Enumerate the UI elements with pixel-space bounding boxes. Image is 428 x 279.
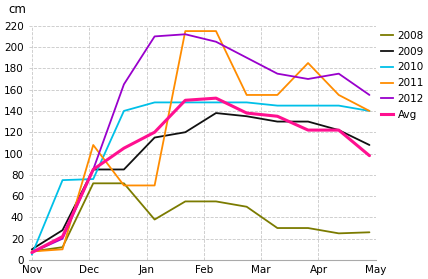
2012 bbox=[214, 40, 219, 44]
2008 bbox=[122, 182, 127, 185]
2008 bbox=[152, 218, 157, 221]
2012 bbox=[183, 33, 188, 36]
2010 bbox=[306, 104, 311, 107]
Text: cm: cm bbox=[8, 3, 26, 16]
Line: Avg: Avg bbox=[32, 98, 369, 252]
2011 bbox=[91, 143, 96, 147]
2008 bbox=[29, 250, 34, 253]
Avg bbox=[214, 97, 219, 100]
2008 bbox=[244, 205, 249, 208]
2008 bbox=[367, 231, 372, 234]
2008 bbox=[275, 226, 280, 230]
2008 bbox=[336, 232, 341, 235]
2011 bbox=[244, 93, 249, 97]
2010 bbox=[91, 177, 96, 181]
2011 bbox=[214, 29, 219, 33]
2012 bbox=[306, 77, 311, 81]
2008 bbox=[60, 246, 65, 249]
Avg bbox=[275, 115, 280, 118]
2010 bbox=[152, 101, 157, 104]
2008 bbox=[306, 226, 311, 230]
Avg bbox=[60, 235, 65, 238]
Line: 2012: 2012 bbox=[32, 34, 369, 252]
2009 bbox=[367, 143, 372, 147]
2011 bbox=[275, 93, 280, 97]
Avg bbox=[367, 154, 372, 157]
2009 bbox=[60, 229, 65, 232]
2012 bbox=[336, 72, 341, 75]
Line: 2009: 2009 bbox=[32, 113, 369, 249]
2011 bbox=[122, 184, 127, 187]
2009 bbox=[275, 120, 280, 123]
2009 bbox=[336, 128, 341, 132]
Avg bbox=[336, 128, 341, 132]
2011 bbox=[367, 109, 372, 113]
2009 bbox=[244, 115, 249, 118]
Avg bbox=[152, 131, 157, 134]
2009 bbox=[306, 120, 311, 123]
Avg bbox=[122, 146, 127, 150]
2010 bbox=[367, 109, 372, 113]
Avg bbox=[244, 111, 249, 115]
2008 bbox=[183, 200, 188, 203]
2011 bbox=[306, 61, 311, 65]
Line: 2008: 2008 bbox=[32, 183, 369, 251]
2010 bbox=[183, 101, 188, 104]
2009 bbox=[29, 248, 34, 251]
Avg bbox=[183, 98, 188, 102]
2010 bbox=[275, 104, 280, 107]
2008 bbox=[214, 200, 219, 203]
Avg bbox=[91, 168, 96, 171]
2009 bbox=[214, 111, 219, 115]
Line: 2010: 2010 bbox=[32, 102, 369, 255]
2012 bbox=[29, 251, 34, 254]
2012 bbox=[152, 35, 157, 38]
2011 bbox=[183, 29, 188, 33]
2012 bbox=[275, 72, 280, 75]
2012 bbox=[122, 83, 127, 86]
Line: 2011: 2011 bbox=[32, 31, 369, 251]
2010 bbox=[29, 253, 34, 256]
2009 bbox=[122, 168, 127, 171]
2008 bbox=[91, 182, 96, 185]
2011 bbox=[336, 93, 341, 97]
2011 bbox=[152, 184, 157, 187]
2009 bbox=[152, 136, 157, 139]
2010 bbox=[122, 109, 127, 113]
Avg bbox=[306, 128, 311, 132]
2011 bbox=[60, 248, 65, 251]
2010 bbox=[336, 104, 341, 107]
2012 bbox=[367, 93, 372, 97]
2010 bbox=[214, 101, 219, 104]
Avg bbox=[29, 251, 34, 254]
2010 bbox=[244, 101, 249, 104]
Legend: 2008, 2009, 2010, 2011, 2012, Avg: 2008, 2009, 2010, 2011, 2012, Avg bbox=[381, 31, 424, 120]
2009 bbox=[91, 168, 96, 171]
2010 bbox=[60, 179, 65, 182]
2012 bbox=[91, 168, 96, 171]
2011 bbox=[29, 250, 34, 253]
2012 bbox=[244, 56, 249, 59]
2012 bbox=[60, 237, 65, 240]
2009 bbox=[183, 131, 188, 134]
